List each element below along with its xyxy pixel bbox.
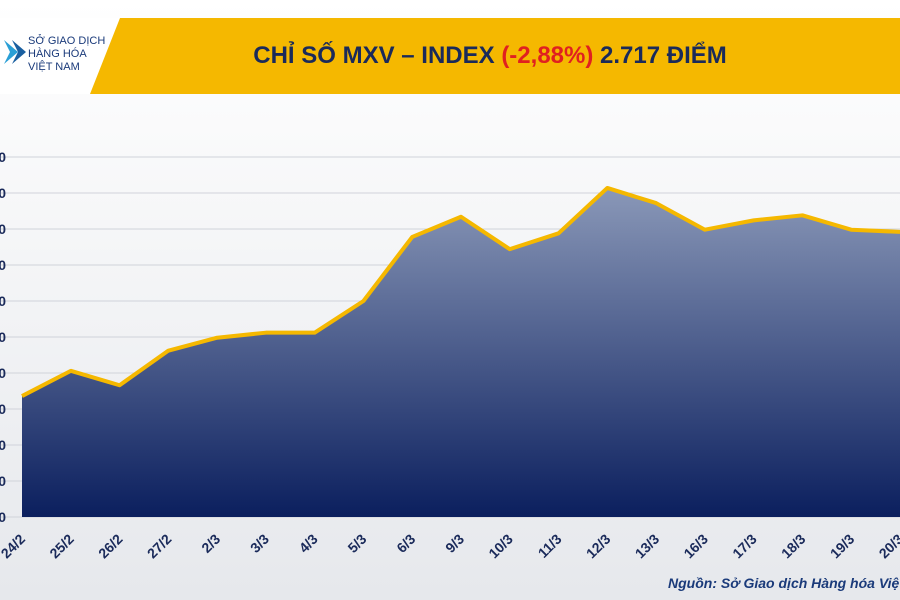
- y-tick-label: 2600: [0, 293, 6, 309]
- logo-text: HÀNG HÓA: [28, 47, 87, 60]
- y-tick-label: 2650: [0, 257, 6, 273]
- y-tick-label: 2300: [0, 509, 6, 525]
- y-tick-label: 2450: [0, 401, 6, 417]
- chart-title: CHỈ SỐ MXV – INDEX (-2,88%) 2.717 ĐIỂM: [253, 40, 727, 69]
- y-tick-label: 2700: [0, 221, 6, 237]
- line: [21, 185, 900, 398]
- logo-box: [0, 18, 120, 94]
- title-part: 2.717 ĐIỂM: [593, 41, 726, 69]
- y-tick-label: 2400: [0, 437, 6, 453]
- area-fill: [22, 187, 900, 517]
- header-band: [0, 18, 900, 94]
- source-note: Nguồn: Sở Giao dịch Hàng hóa Việt Nam: [668, 575, 900, 591]
- y-tick-label: 2500: [0, 365, 6, 381]
- logo-text: SỞ GIAO DỊCH: [28, 34, 105, 47]
- y-tick-label: 2750: [0, 185, 6, 201]
- y-tick-label: 2550: [0, 329, 6, 345]
- title-part: CHỈ SỐ MXV – INDEX: [253, 40, 501, 69]
- logo-icon: [12, 40, 26, 64]
- title-change: (-2,88%): [501, 42, 593, 69]
- logo-text: VIỆT NAM: [28, 60, 80, 73]
- logo-icon: [4, 40, 18, 64]
- y-tick-label: 2350: [0, 473, 6, 489]
- y-tick-label: 2800: [0, 149, 6, 165]
